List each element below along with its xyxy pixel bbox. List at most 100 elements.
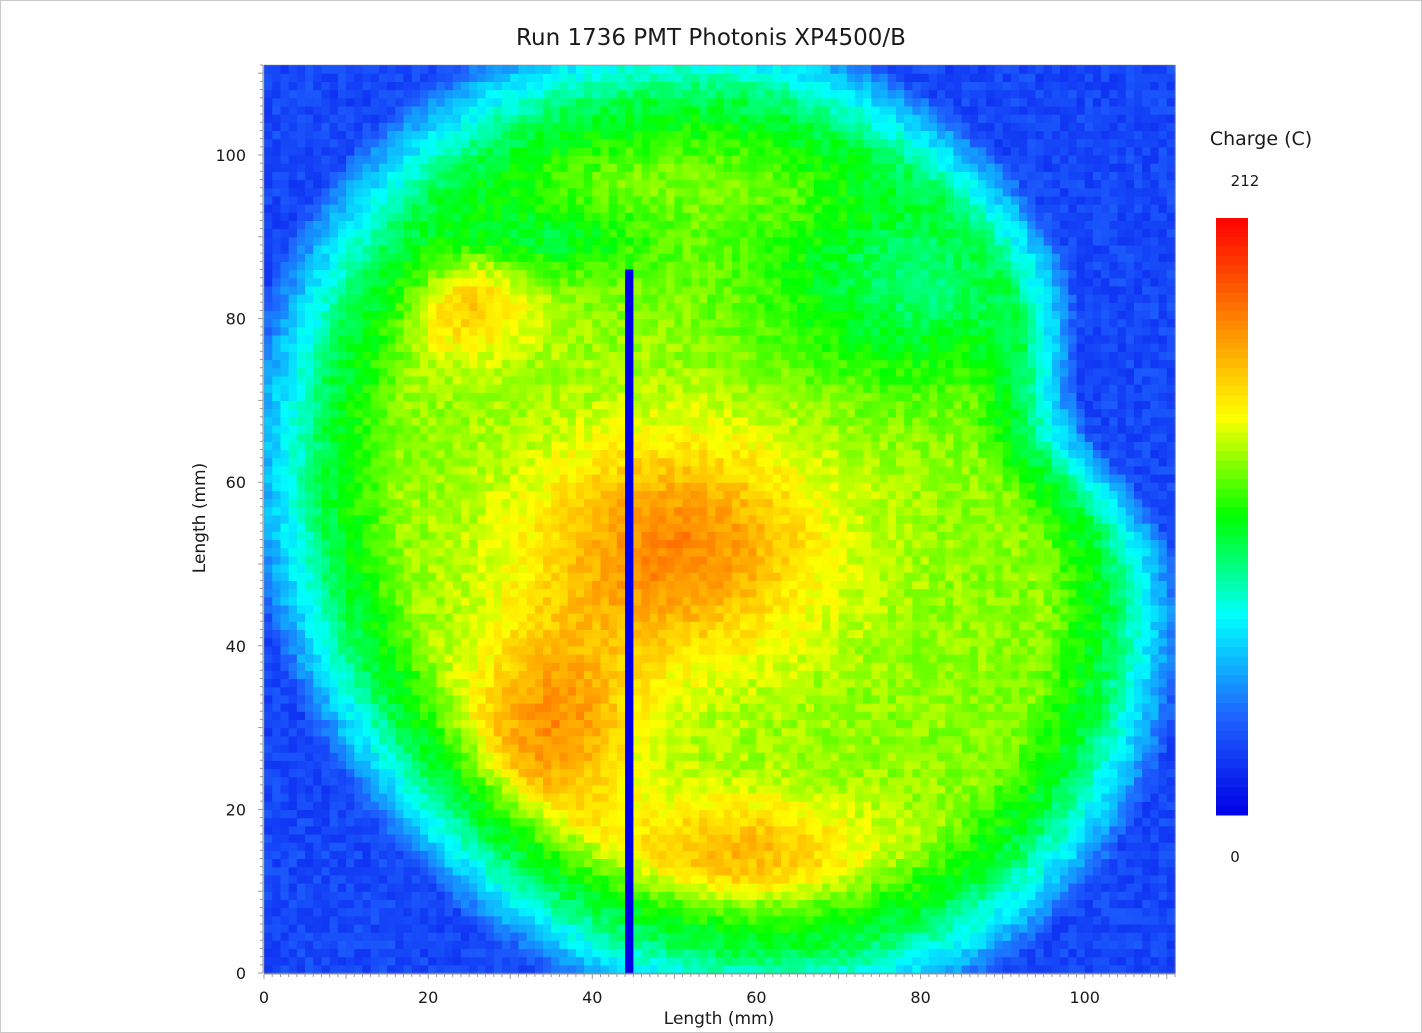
heatmap-cell — [871, 711, 881, 721]
heatmap-cell — [296, 662, 306, 671]
heatmap-cell — [1010, 613, 1020, 622]
heatmap-cell — [1092, 727, 1102, 737]
heatmap-cell — [600, 637, 610, 647]
heatmap-cell — [346, 817, 355, 827]
heatmap-cell — [838, 760, 848, 770]
heatmap-cell — [698, 932, 708, 941]
heatmap-cell — [920, 817, 930, 827]
heatmap-cell — [715, 899, 725, 909]
heatmap-cell — [813, 858, 823, 868]
heatmap-cell — [928, 817, 938, 827]
heatmap-cell — [419, 760, 429, 770]
heatmap-cell — [895, 874, 905, 884]
heatmap-cell — [904, 727, 913, 737]
heatmap-cell — [493, 637, 503, 647]
heatmap-cell — [1109, 801, 1119, 810]
heatmap-cell — [288, 653, 298, 663]
heatmap-cell — [1035, 662, 1045, 671]
heatmap-cell — [649, 793, 659, 802]
heatmap-cell — [567, 604, 577, 614]
heatmap-cell — [633, 645, 643, 655]
heatmap-cell — [707, 670, 716, 680]
heatmap-cell — [731, 825, 741, 835]
heatmap-cell — [1027, 735, 1037, 745]
heatmap-cell — [296, 637, 306, 647]
heatmap-cell — [354, 850, 364, 860]
heatmap-cell — [690, 915, 700, 925]
heatmap-cell — [428, 760, 437, 770]
heatmap-cell — [354, 604, 364, 614]
heatmap-cell — [1002, 850, 1012, 860]
heatmap-cell — [469, 711, 478, 721]
heatmap-cell — [387, 629, 396, 639]
heatmap-cell — [452, 670, 462, 680]
heatmap-cell — [1101, 883, 1110, 892]
heatmap-cell — [1060, 629, 1069, 639]
heatmap-cell — [772, 793, 782, 802]
heatmap-cell — [756, 645, 766, 655]
heatmap-cell — [756, 809, 766, 819]
heatmap-cell — [452, 743, 462, 753]
heatmap-cell — [813, 817, 823, 827]
heatmap-cell — [822, 833, 831, 843]
heatmap-cell — [428, 768, 437, 778]
heatmap-cell — [362, 629, 372, 639]
heatmap-cell — [994, 809, 1004, 819]
heatmap-cell — [584, 784, 593, 794]
heatmap-cell — [1166, 850, 1176, 860]
heatmap-cell — [789, 670, 799, 680]
heatmap-cell — [403, 891, 413, 900]
heatmap-cell — [1142, 842, 1151, 851]
heatmap-cell — [1109, 662, 1119, 671]
heatmap-cell — [264, 629, 273, 639]
heatmap-cell — [305, 670, 314, 680]
heatmap-cell — [436, 817, 446, 827]
heatmap-cell — [978, 801, 987, 810]
heatmap-cell — [411, 637, 421, 647]
heatmap-cell — [895, 956, 905, 966]
heatmap-cell — [797, 948, 807, 958]
heatmap-cell — [460, 752, 470, 761]
heatmap-cell — [1109, 866, 1119, 876]
heatmap-cell — [428, 604, 437, 614]
heatmap-cell — [657, 653, 667, 663]
heatmap-cell — [731, 915, 741, 925]
heatmap-cell — [690, 613, 700, 622]
heatmap-cell — [928, 793, 938, 802]
heatmap-cell — [272, 932, 282, 941]
heatmap-cell — [280, 711, 290, 721]
heatmap-cell — [887, 801, 897, 810]
heatmap-cell — [296, 850, 306, 860]
heatmap-cell — [337, 956, 347, 966]
heatmap-cell — [633, 743, 643, 753]
heatmap-cell — [805, 613, 815, 622]
heatmap-cell — [1002, 735, 1012, 745]
heatmap-cell — [362, 703, 372, 712]
heatmap-cell — [682, 686, 692, 696]
heatmap-cell — [551, 653, 561, 663]
heatmap-cell — [682, 711, 692, 721]
heatmap-cell — [698, 735, 708, 745]
heatmap-cell — [534, 637, 544, 647]
heatmap-cell — [592, 662, 602, 671]
heatmap-cell — [1060, 899, 1069, 909]
heatmap-cell — [264, 940, 273, 950]
heatmap-cell — [460, 629, 470, 639]
heatmap-cell — [936, 613, 946, 622]
heatmap-cell — [1035, 809, 1045, 819]
heatmap-cell — [986, 784, 996, 794]
heatmap-cell — [978, 833, 987, 843]
heatmap-cell — [895, 825, 905, 835]
heatmap-cell — [928, 703, 938, 712]
heatmap-cell — [296, 621, 306, 631]
heatmap-cell — [698, 866, 708, 876]
heatmap-cell — [781, 850, 790, 860]
heatmap-cell — [649, 776, 659, 786]
heatmap-cell — [378, 727, 388, 737]
heatmap-cell — [1051, 793, 1061, 802]
heatmap-cell — [543, 662, 552, 671]
heatmap-cell — [1101, 891, 1110, 900]
heatmap-cell — [813, 801, 823, 810]
heatmap-cell — [707, 784, 716, 794]
heatmap-cell — [1125, 793, 1135, 802]
